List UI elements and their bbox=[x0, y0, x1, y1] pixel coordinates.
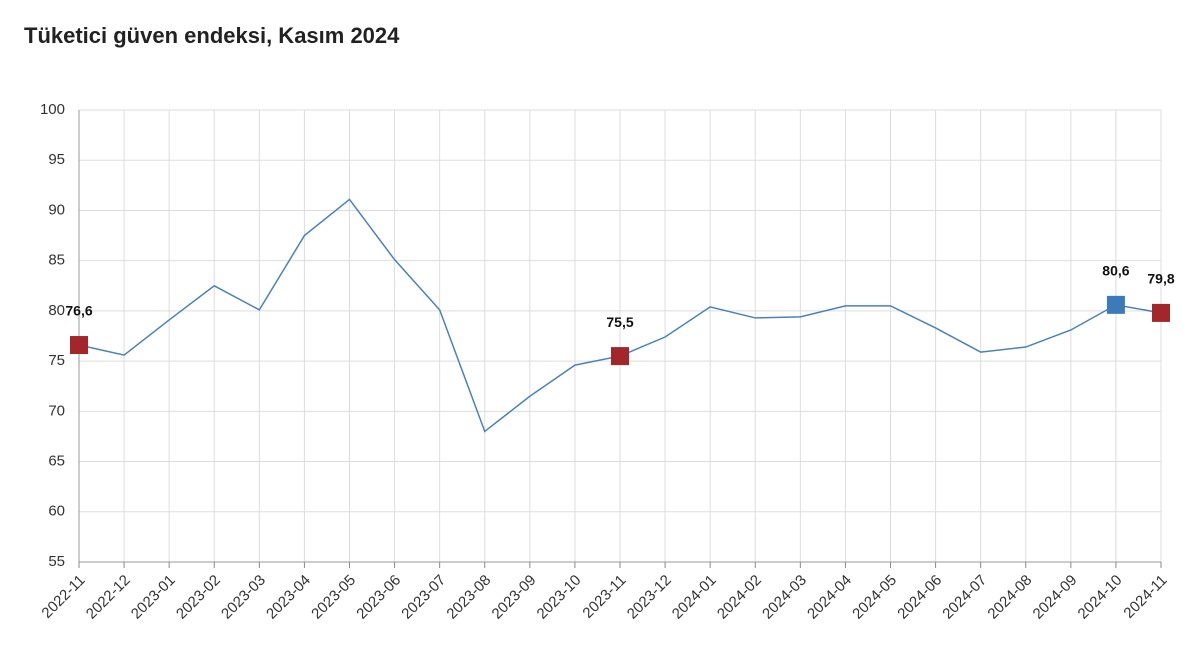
x-tick-label: 2023-01 bbox=[128, 572, 179, 623]
x-tick-label: 2024-10 bbox=[1075, 572, 1126, 623]
y-tick-label: 75 bbox=[48, 352, 65, 369]
marker bbox=[70, 336, 88, 355]
y-tick-label: 55 bbox=[48, 553, 65, 570]
x-tick-label: 2024-02 bbox=[714, 572, 765, 623]
x-tick-label: 2024-09 bbox=[1030, 572, 1081, 623]
x-tick-label: 2023-08 bbox=[443, 572, 494, 623]
marker bbox=[611, 347, 629, 366]
y-tick-label: 90 bbox=[48, 201, 65, 218]
y-tick-label: 60 bbox=[48, 503, 65, 520]
x-tick-label: 2023-09 bbox=[489, 572, 540, 623]
x-tick-label: 2023-04 bbox=[263, 572, 314, 623]
data-label: 79,8 bbox=[1147, 271, 1174, 287]
y-tick-label: 70 bbox=[48, 402, 65, 419]
marker bbox=[1106, 295, 1125, 314]
x-tick-label: 2023-10 bbox=[534, 572, 585, 623]
x-tick-label: 2024-01 bbox=[669, 572, 720, 623]
x-tick-label: 2023-02 bbox=[173, 572, 224, 623]
x-tick-label: 2023-03 bbox=[218, 572, 269, 623]
x-tick-label: 2022-12 bbox=[83, 572, 134, 623]
marker bbox=[1152, 303, 1170, 322]
y-tick-label: 85 bbox=[48, 252, 65, 269]
x-tick-label: 2024-07 bbox=[939, 572, 990, 623]
y-tick-label: 100 bbox=[40, 101, 65, 118]
x-tick-label: 2023-06 bbox=[353, 572, 404, 623]
chart-title: Tüketici güven endeksi, Kasım 2024 bbox=[24, 23, 400, 48]
y-tick-label: 65 bbox=[48, 453, 65, 470]
x-tick-label: 2024-06 bbox=[894, 572, 945, 623]
x-tick-label: 2024-05 bbox=[849, 572, 900, 623]
x-tick-label: 2024-04 bbox=[804, 572, 855, 623]
x-tick-label: 2024-08 bbox=[984, 572, 1035, 623]
x-tick-label: 2022-11 bbox=[38, 572, 88, 622]
x-tick-label: 2023-11 bbox=[579, 572, 629, 622]
x-tick-label: 2023-05 bbox=[308, 572, 359, 623]
data-label: 80,6 bbox=[1102, 263, 1129, 279]
y-tick-label: 95 bbox=[48, 151, 65, 168]
x-tick-label: 2024-03 bbox=[759, 572, 810, 623]
x-tick-label: 2024-11 bbox=[1120, 572, 1170, 622]
y-tick-label: 80 bbox=[48, 302, 65, 319]
data-label: 76,6 bbox=[65, 303, 92, 319]
x-tick-label: 2023-12 bbox=[624, 572, 675, 623]
data-label: 75,5 bbox=[606, 314, 633, 330]
x-tick-label: 2023-07 bbox=[398, 572, 449, 623]
